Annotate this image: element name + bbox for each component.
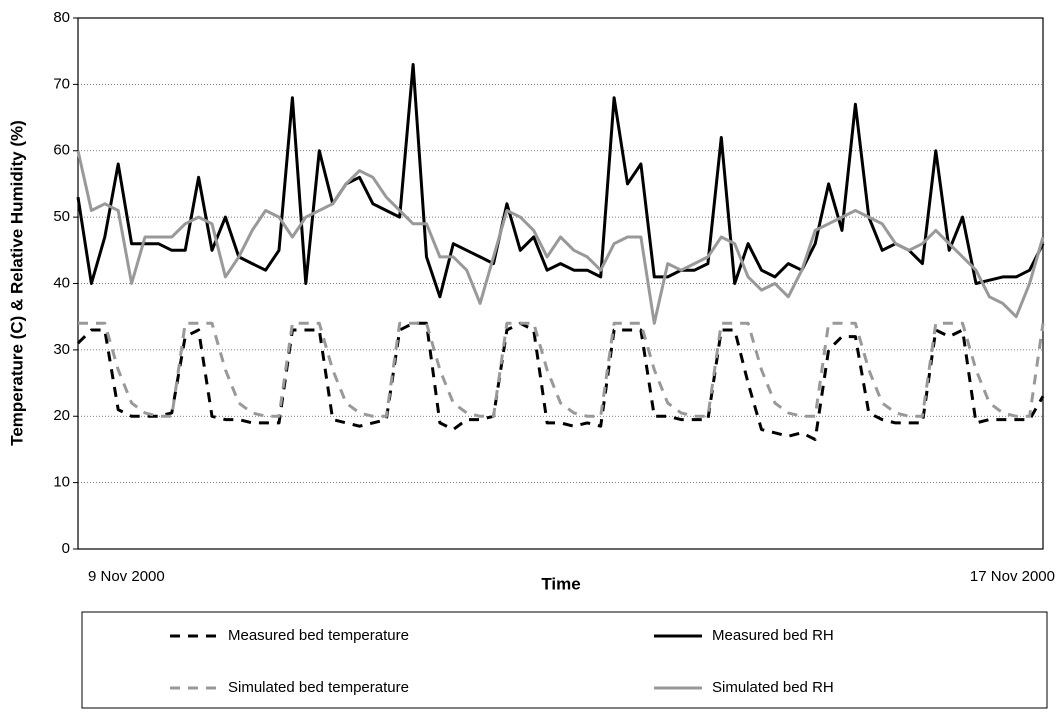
y-tick-label: 30	[53, 341, 70, 358]
y-tick-label: 0	[62, 540, 70, 557]
legend-label: Measured bed RH	[712, 627, 834, 644]
y-tick-label: 60	[53, 142, 70, 159]
y-tick-label: 40	[53, 274, 70, 291]
y-tick-label: 10	[53, 474, 70, 491]
y-tick-label: 50	[53, 208, 70, 225]
legend-label: Simulated bed temperature	[228, 679, 409, 696]
data-line	[76, 321, 1045, 441]
y-tick-label: 70	[53, 75, 70, 92]
y-axis-title: Temperature (C) & Relative Humidity (%)	[7, 120, 26, 446]
x-tick-label: 17 Nov 2000	[970, 568, 1055, 585]
legend-box	[81, 611, 1048, 709]
y-tick-label: 80	[53, 9, 70, 26]
legend-label: Measured bed temperature	[228, 627, 409, 644]
x-tick-label: 9 Nov 2000	[88, 568, 165, 585]
legend-label: Simulated bed RH	[712, 679, 834, 696]
x-axis-title: Time	[541, 574, 580, 593]
y-tick-label: 20	[53, 407, 70, 424]
plot-border	[77, 17, 1044, 550]
data-line	[76, 150, 1045, 325]
data-line	[78, 321, 1045, 418]
